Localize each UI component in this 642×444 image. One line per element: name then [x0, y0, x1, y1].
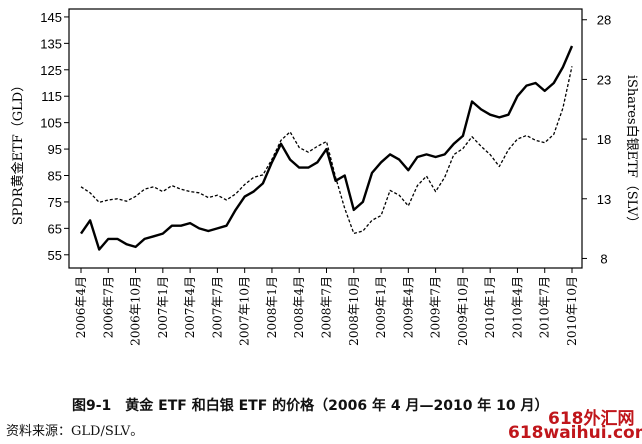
x-axis-tick-label: 2010年4月 [510, 276, 524, 338]
data-source-note: 资料来源：GLD/SLV。 [6, 424, 144, 439]
x-axis-tick-label: 2009年4月 [401, 276, 415, 338]
figure-caption: 图9-1 黄金 ETF 和白银 ETF 的价格（2006 年 4 月—2010 … [72, 398, 549, 414]
x-axis-tick-label: 2009年1月 [374, 276, 388, 338]
series-line-gld [80, 45, 574, 251]
right-axis-tick-label: 18 [597, 132, 611, 147]
x-axis-tick-label: 2006年7月 [101, 276, 115, 338]
x-axis-tick-label: 2010年10月 [565, 276, 579, 346]
plot-area: 55 65 75 85 95 105 115 125 135 145 8 13 18 23 28 2006年4… [40, 8, 611, 346]
x-axis-tick-label: 2008年7月 [320, 276, 334, 338]
x-axis-tick-label: 2006年10月 [129, 276, 143, 346]
right-axis-tick-label: 23 [597, 72, 611, 87]
price-chart: 55 65 75 85 95 105 115 125 135 145 8 13 18 23 28 2006年4… [10, 8, 640, 346]
right-axis-label: iShares白银ETF（SLV） [624, 75, 640, 229]
x-axis-tick-label: 2006年4月 [74, 276, 88, 338]
right-axis-tick-label: 28 [597, 13, 611, 28]
left-axis-tick-label: 125 [40, 63, 62, 78]
x-axis-tick-label: 2007年10月 [238, 276, 252, 346]
watermark-line-1: 618外汇网 [548, 409, 635, 429]
left-axis-tick-label: 55 [48, 248, 62, 263]
left-axis-label: SPDR黄金ETF（GLD） [10, 79, 26, 226]
x-axis-tick-label: 2009年10月 [456, 276, 470, 346]
right-axis-tick-label: 8 [600, 251, 607, 266]
left-axis-tick-label: 75 [48, 195, 62, 210]
x-axis-tick-label: 2007年1月 [156, 276, 170, 338]
x-axis-tick-label: 2010年7月 [538, 276, 552, 338]
left-axis-tick-label: 145 [40, 10, 62, 25]
x-axis-tick-label: 2008年10月 [347, 276, 361, 346]
left-axis-tick-label: 115 [41, 89, 62, 104]
left-axis-tick-label: 95 [48, 142, 62, 157]
watermark-line-2: 618waihui.com [508, 423, 642, 443]
left-axis-tick-label: 65 [48, 221, 62, 236]
right-axis-tick-label: 13 [597, 192, 611, 207]
x-axis-tick-label: 2007年4月 [183, 276, 197, 338]
left-axis-tick-label: 105 [40, 116, 62, 131]
plot-frame [68, 8, 583, 269]
x-axis-tick-label: 2008年4月 [292, 276, 306, 338]
left-axis-tick-label: 135 [40, 36, 62, 51]
x-axis-tick-label: 2010年1月 [483, 276, 497, 338]
left-axis-tick-label: 85 [48, 169, 62, 184]
x-axis-tick-label: 2007年7月 [210, 276, 224, 338]
series-line-slv [80, 66, 573, 235]
x-axis-tick-label: 2008年1月 [265, 276, 279, 338]
x-axis-tick-label: 2009年7月 [429, 276, 443, 338]
